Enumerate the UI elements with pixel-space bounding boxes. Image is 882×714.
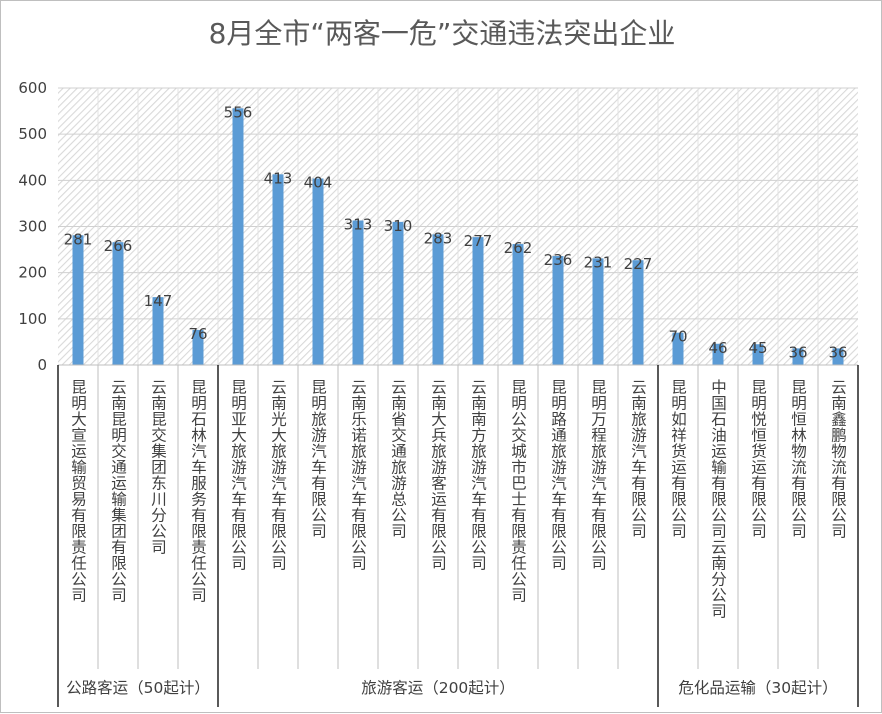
- group-label: 公路客运（50起计）: [66, 679, 210, 697]
- data-label: 231: [584, 253, 613, 271]
- y-tick-label: 600: [18, 79, 47, 97]
- data-label: 36: [788, 343, 807, 361]
- group-label: 旅游客运（200起计）: [361, 679, 515, 697]
- data-label: 404: [304, 173, 333, 191]
- bar: [632, 260, 644, 365]
- category-label: 云南光大旅游汽车有限公司: [269, 379, 287, 571]
- category-label: 云南大兵旅游客运有限公司: [429, 379, 447, 571]
- category-label: 昆明如祥货运有限公司: [669, 379, 687, 539]
- bar: [512, 244, 524, 365]
- data-label: 46: [708, 339, 727, 357]
- category-label: 昆明大宣运输贸易有限责任公司: [69, 379, 87, 603]
- category-label: 云南鑫鹏物流有限公司: [829, 379, 847, 539]
- category-label: 昆明石林汽车服务有限责任公司: [189, 379, 207, 603]
- y-tick-label: 300: [18, 218, 47, 236]
- data-label: 70: [668, 328, 687, 346]
- category-label: 昆明旅游汽车有限公司: [309, 379, 327, 539]
- group-label: 危化品运输（30起计）: [678, 679, 837, 697]
- category-label: 云南乐诺旅游汽车有限公司: [349, 379, 367, 571]
- bar: [432, 234, 444, 365]
- y-tick-label: 200: [18, 264, 47, 282]
- y-tick-label: 0: [37, 356, 47, 374]
- bar: [312, 178, 324, 365]
- data-label: 227: [624, 255, 653, 273]
- data-label: 413: [264, 169, 293, 187]
- data-label: 281: [64, 230, 93, 248]
- category-label: 昆明路通旅游汽车有限公司: [549, 379, 567, 571]
- category-label: 云南昆交集团东川分公司: [149, 379, 167, 555]
- group-labels: 公路客运（50起计） 旅游客运（200起计） 危化品运输（30起计）: [66, 679, 837, 697]
- category-label: 云南昆明交通运输集团有限公司: [109, 379, 127, 603]
- bar: [832, 348, 844, 365]
- data-label: 45: [748, 339, 767, 357]
- data-label: 76: [188, 325, 207, 343]
- gridlines: [58, 87, 858, 366]
- y-tick-label: 100: [18, 310, 47, 328]
- y-axis: 0 100 200 300 400 500 600: [18, 79, 47, 374]
- x-axis: [57, 364, 859, 707]
- bar: [352, 220, 364, 365]
- bar: [112, 242, 124, 365]
- category-label: 云南旅游汽车有限公司: [629, 379, 647, 539]
- category-label: 昆明悦恒货运有限公司: [749, 379, 767, 539]
- bars: [72, 108, 844, 366]
- bar: [472, 237, 484, 365]
- data-label: 556: [224, 103, 253, 121]
- category-label: 中国石油运输有限公司云南分公司: [709, 379, 727, 619]
- category-label: 昆明万程旅游汽车有限公司: [589, 379, 607, 571]
- data-label: 277: [464, 232, 493, 250]
- bar: [192, 329, 204, 365]
- bar: [232, 108, 244, 366]
- bar: [592, 258, 604, 365]
- bar: [392, 221, 404, 365]
- bar: [712, 343, 724, 365]
- data-label: 36: [828, 343, 847, 361]
- bar: [152, 297, 164, 365]
- data-label: 266: [104, 237, 133, 255]
- data-label: 283: [424, 229, 453, 247]
- category-label: 云南南方旅游汽车有限公司: [469, 379, 487, 571]
- category-label: 云南省交通旅游总公司: [389, 379, 407, 539]
- bar: [672, 332, 684, 365]
- bar: [272, 174, 284, 365]
- data-label: 262: [504, 239, 533, 257]
- bar: [792, 348, 804, 365]
- category-label: 昆明恒林物流有限公司: [789, 379, 807, 539]
- category-label: 昆明公交城市巴士有限责任公司: [509, 379, 527, 603]
- category-label: 昆明亚大旅游汽车有限公司: [229, 379, 247, 571]
- data-label: 236: [544, 251, 573, 269]
- y-tick-label: 500: [18, 125, 47, 143]
- bar: [552, 256, 564, 365]
- chart-title: 8月全市“两客一危”交通违法突出企业: [209, 17, 676, 50]
- data-labels: 281 266 147 76 556 413 404 313 310 283 277 262 236 23…: [64, 103, 848, 361]
- data-label: 310: [384, 217, 413, 235]
- data-label: 313: [344, 215, 373, 233]
- data-label: 147: [144, 292, 173, 310]
- y-tick-label: 400: [18, 171, 47, 189]
- bar: [72, 235, 84, 365]
- bar: [752, 344, 764, 365]
- category-labels: 昆明大宣运输贸易有限责任公司 云南昆明交通运输集团有限公司 云南昆交集团东川分公司 昆…: [69, 379, 847, 619]
